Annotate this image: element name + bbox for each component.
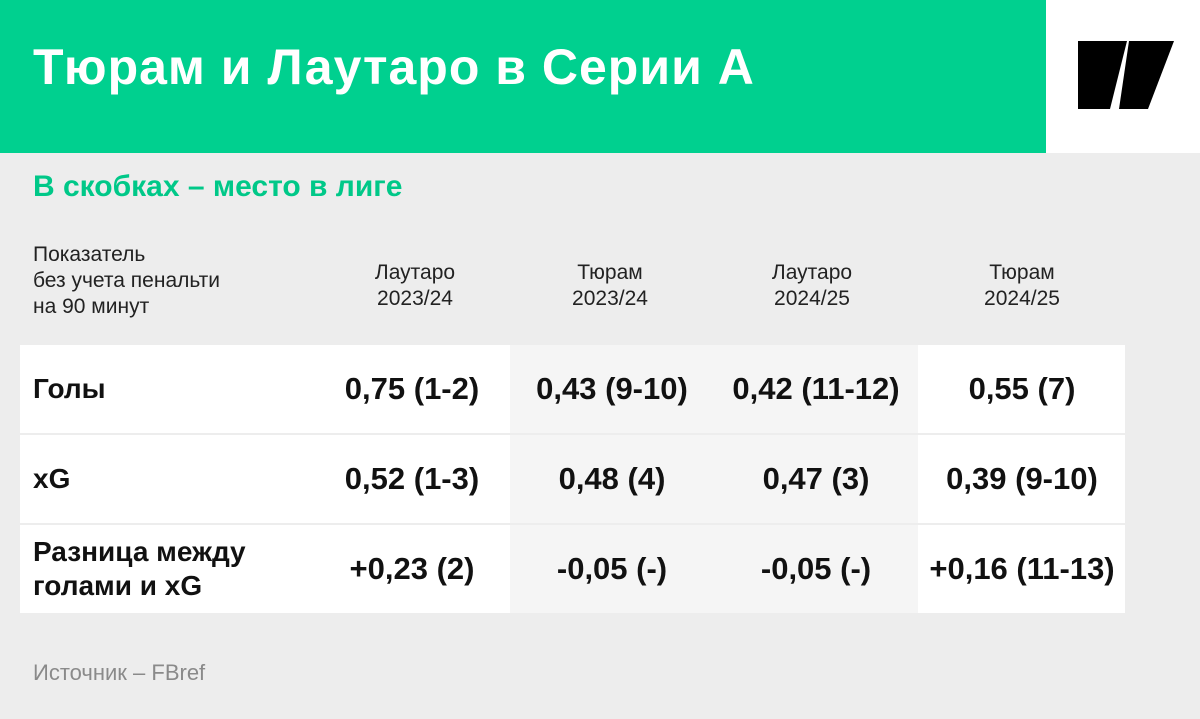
metric-column-header: Показатель без учета пенальти на 90 мину… — [33, 242, 293, 320]
table-cell: +0,23 (2) — [349, 551, 475, 586]
metric-header-line: Показатель — [33, 243, 146, 266]
brand-logo-icon — [1078, 41, 1174, 109]
table-cell: -0,05 (-) — [760, 551, 872, 586]
cell-background — [714, 345, 918, 433]
header-banner: Тюрам и Лаутаро в Серии А — [0, 0, 1046, 153]
table-cell: 0,52 (1-3) — [344, 461, 480, 496]
column-player: Лаутаро — [771, 261, 853, 284]
table-cell: 0,75 (1-2) — [344, 371, 480, 406]
column-season: 2024/25 — [984, 287, 1060, 310]
row-label-line: Разница между — [33, 536, 246, 567]
column-player: Лаутаро — [374, 261, 456, 284]
column-header-4: Тюрам 2024/25 — [922, 260, 1122, 312]
row-label: Разница между голами и xG — [33, 525, 313, 613]
row-label-line: Голы — [33, 373, 106, 404]
table-cell: 0,42 (11-12) — [732, 371, 900, 406]
metric-header-line: без учета пенальти — [33, 269, 221, 292]
table-cell: 0,47 (3) — [762, 461, 870, 496]
table-cell: 0,39 (9-10) — [946, 461, 1098, 496]
table-cell: +0,16 (11-13) — [929, 551, 1115, 586]
row-label: xG — [33, 435, 313, 523]
table-cell: 0,43 (9-10) — [536, 371, 688, 406]
page-title: Тюрам и Лаутаро в Серии А — [33, 39, 755, 95]
cell-background — [510, 345, 714, 433]
table-cell: 0,48 (4) — [558, 461, 666, 496]
column-season: 2023/24 — [377, 287, 453, 310]
column-header-2: Тюрам 2023/24 — [510, 260, 710, 312]
table-cell: -0,05 (-) — [556, 551, 668, 586]
cell-background — [714, 525, 918, 613]
cell-background — [510, 525, 714, 613]
column-player: Тюрам — [577, 261, 643, 284]
row-label-line: xG — [33, 463, 71, 494]
cell-background — [510, 435, 714, 523]
column-player: Тюрам — [989, 261, 1055, 284]
metric-header-line: на 90 минут — [33, 295, 150, 318]
column-season: 2024/25 — [774, 287, 850, 310]
row-label: Голы — [33, 345, 313, 433]
table-cell: 0,55 (7) — [968, 371, 1076, 406]
column-header-3: Лаутаро 2024/25 — [712, 260, 912, 312]
cell-background — [714, 435, 918, 523]
column-header-1: Лаутаро 2023/24 — [315, 260, 515, 312]
row-label-line: голами и xG — [33, 570, 203, 601]
subtitle: В скобках – место в лиге — [33, 170, 403, 203]
source-note: Источник – FBref — [33, 660, 206, 685]
logo-container — [1046, 0, 1200, 153]
column-season: 2023/24 — [572, 287, 648, 310]
